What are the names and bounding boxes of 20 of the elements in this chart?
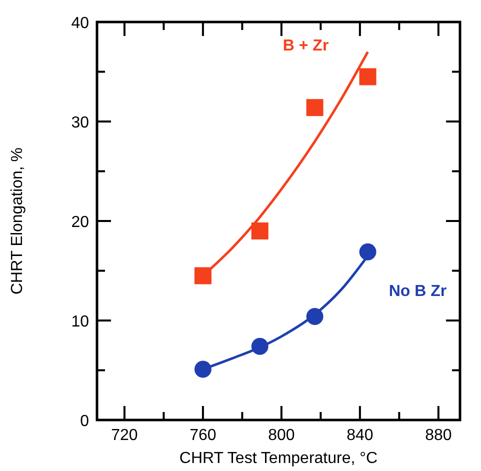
- point: [194, 267, 212, 284]
- x-tick-label: 840: [346, 427, 374, 444]
- y-tick-label: 20: [71, 214, 90, 231]
- x-tick-label: 720: [111, 427, 138, 444]
- x-tick-label: 880: [425, 427, 452, 444]
- y-tick-label: 10: [71, 314, 90, 330]
- series-label: No B Zr: [388, 282, 447, 300]
- point: [251, 222, 268, 240]
- x-axis-title: CHRT Test Temperature, °C: [179, 450, 378, 467]
- point: [306, 99, 324, 116]
- point: [359, 243, 376, 260]
- y-tick-label: 30: [71, 114, 90, 132]
- y-tick-label: 40: [71, 15, 90, 32]
- x-tick-label: 800: [268, 427, 295, 444]
- y-axis-title: CHRT Elongation, %: [9, 147, 26, 295]
- text: B + Zr: [282, 38, 329, 55]
- point: [359, 68, 376, 86]
- y-tick-label: 0: [80, 413, 90, 430]
- x-tick-label: 760: [190, 427, 216, 444]
- point: [194, 360, 212, 378]
